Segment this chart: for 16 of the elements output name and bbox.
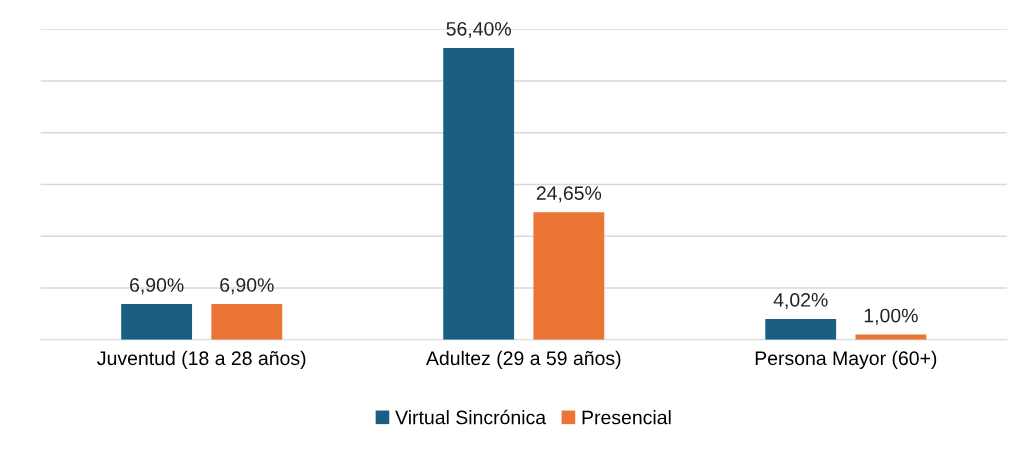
data-label: 1,00% — [864, 308, 918, 325]
data-label: 6,90% — [130, 278, 184, 295]
bar — [765, 318, 837, 340]
data-label: 56,40% — [446, 21, 511, 38]
data-label: 24,65% — [536, 186, 602, 203]
bar — [121, 304, 193, 340]
x-tick-label: Juventud (18 a 28 años) — [97, 350, 306, 369]
data-label: 4,02% — [773, 293, 828, 310]
bar — [443, 47, 515, 340]
bar — [211, 304, 283, 340]
bar — [533, 212, 605, 340]
x-tick-label: Adultez (29 a 59 años) — [425, 350, 621, 369]
legend-label: Presencial — [582, 410, 671, 425]
data-label: 6,90% — [220, 278, 274, 295]
legend-label: Virtual Sincrónica — [395, 409, 547, 425]
x-tick-label: Persona Mayor (60+) — [755, 350, 937, 369]
